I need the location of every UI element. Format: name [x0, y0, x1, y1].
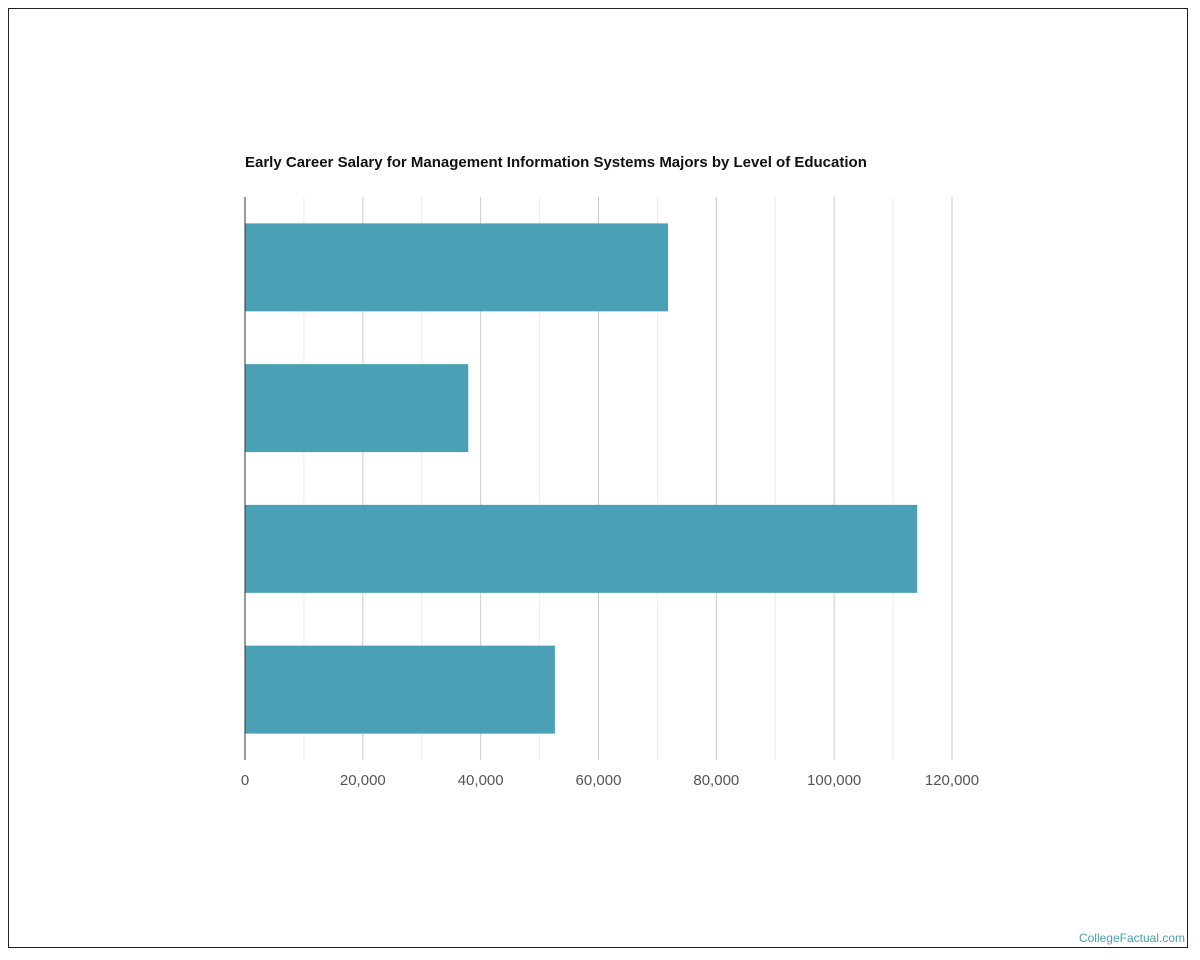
axis-layer: 0 20,000 40,000 60,000 80,000 100,000 120,000: [241, 197, 979, 789]
x-tick-label: 60,000: [576, 772, 622, 789]
bar-3: [245, 504, 918, 593]
x-tick-label: 120,000: [925, 772, 979, 789]
x-tick-label: 80,000: [693, 772, 739, 789]
bar-4: [245, 645, 555, 734]
watermark: CollegeFactual.com: [1078, 931, 1185, 945]
chart-title: Early Career Salary for Management Infor…: [245, 154, 867, 171]
bar-1: [245, 223, 669, 312]
x-tick-label: 100,000: [807, 772, 861, 789]
x-tick-label: 0: [241, 772, 249, 789]
x-tick-label: 20,000: [340, 772, 386, 789]
x-tick-label: 40,000: [458, 772, 504, 789]
bars-layer: [245, 223, 918, 734]
bar-2: [245, 364, 469, 453]
